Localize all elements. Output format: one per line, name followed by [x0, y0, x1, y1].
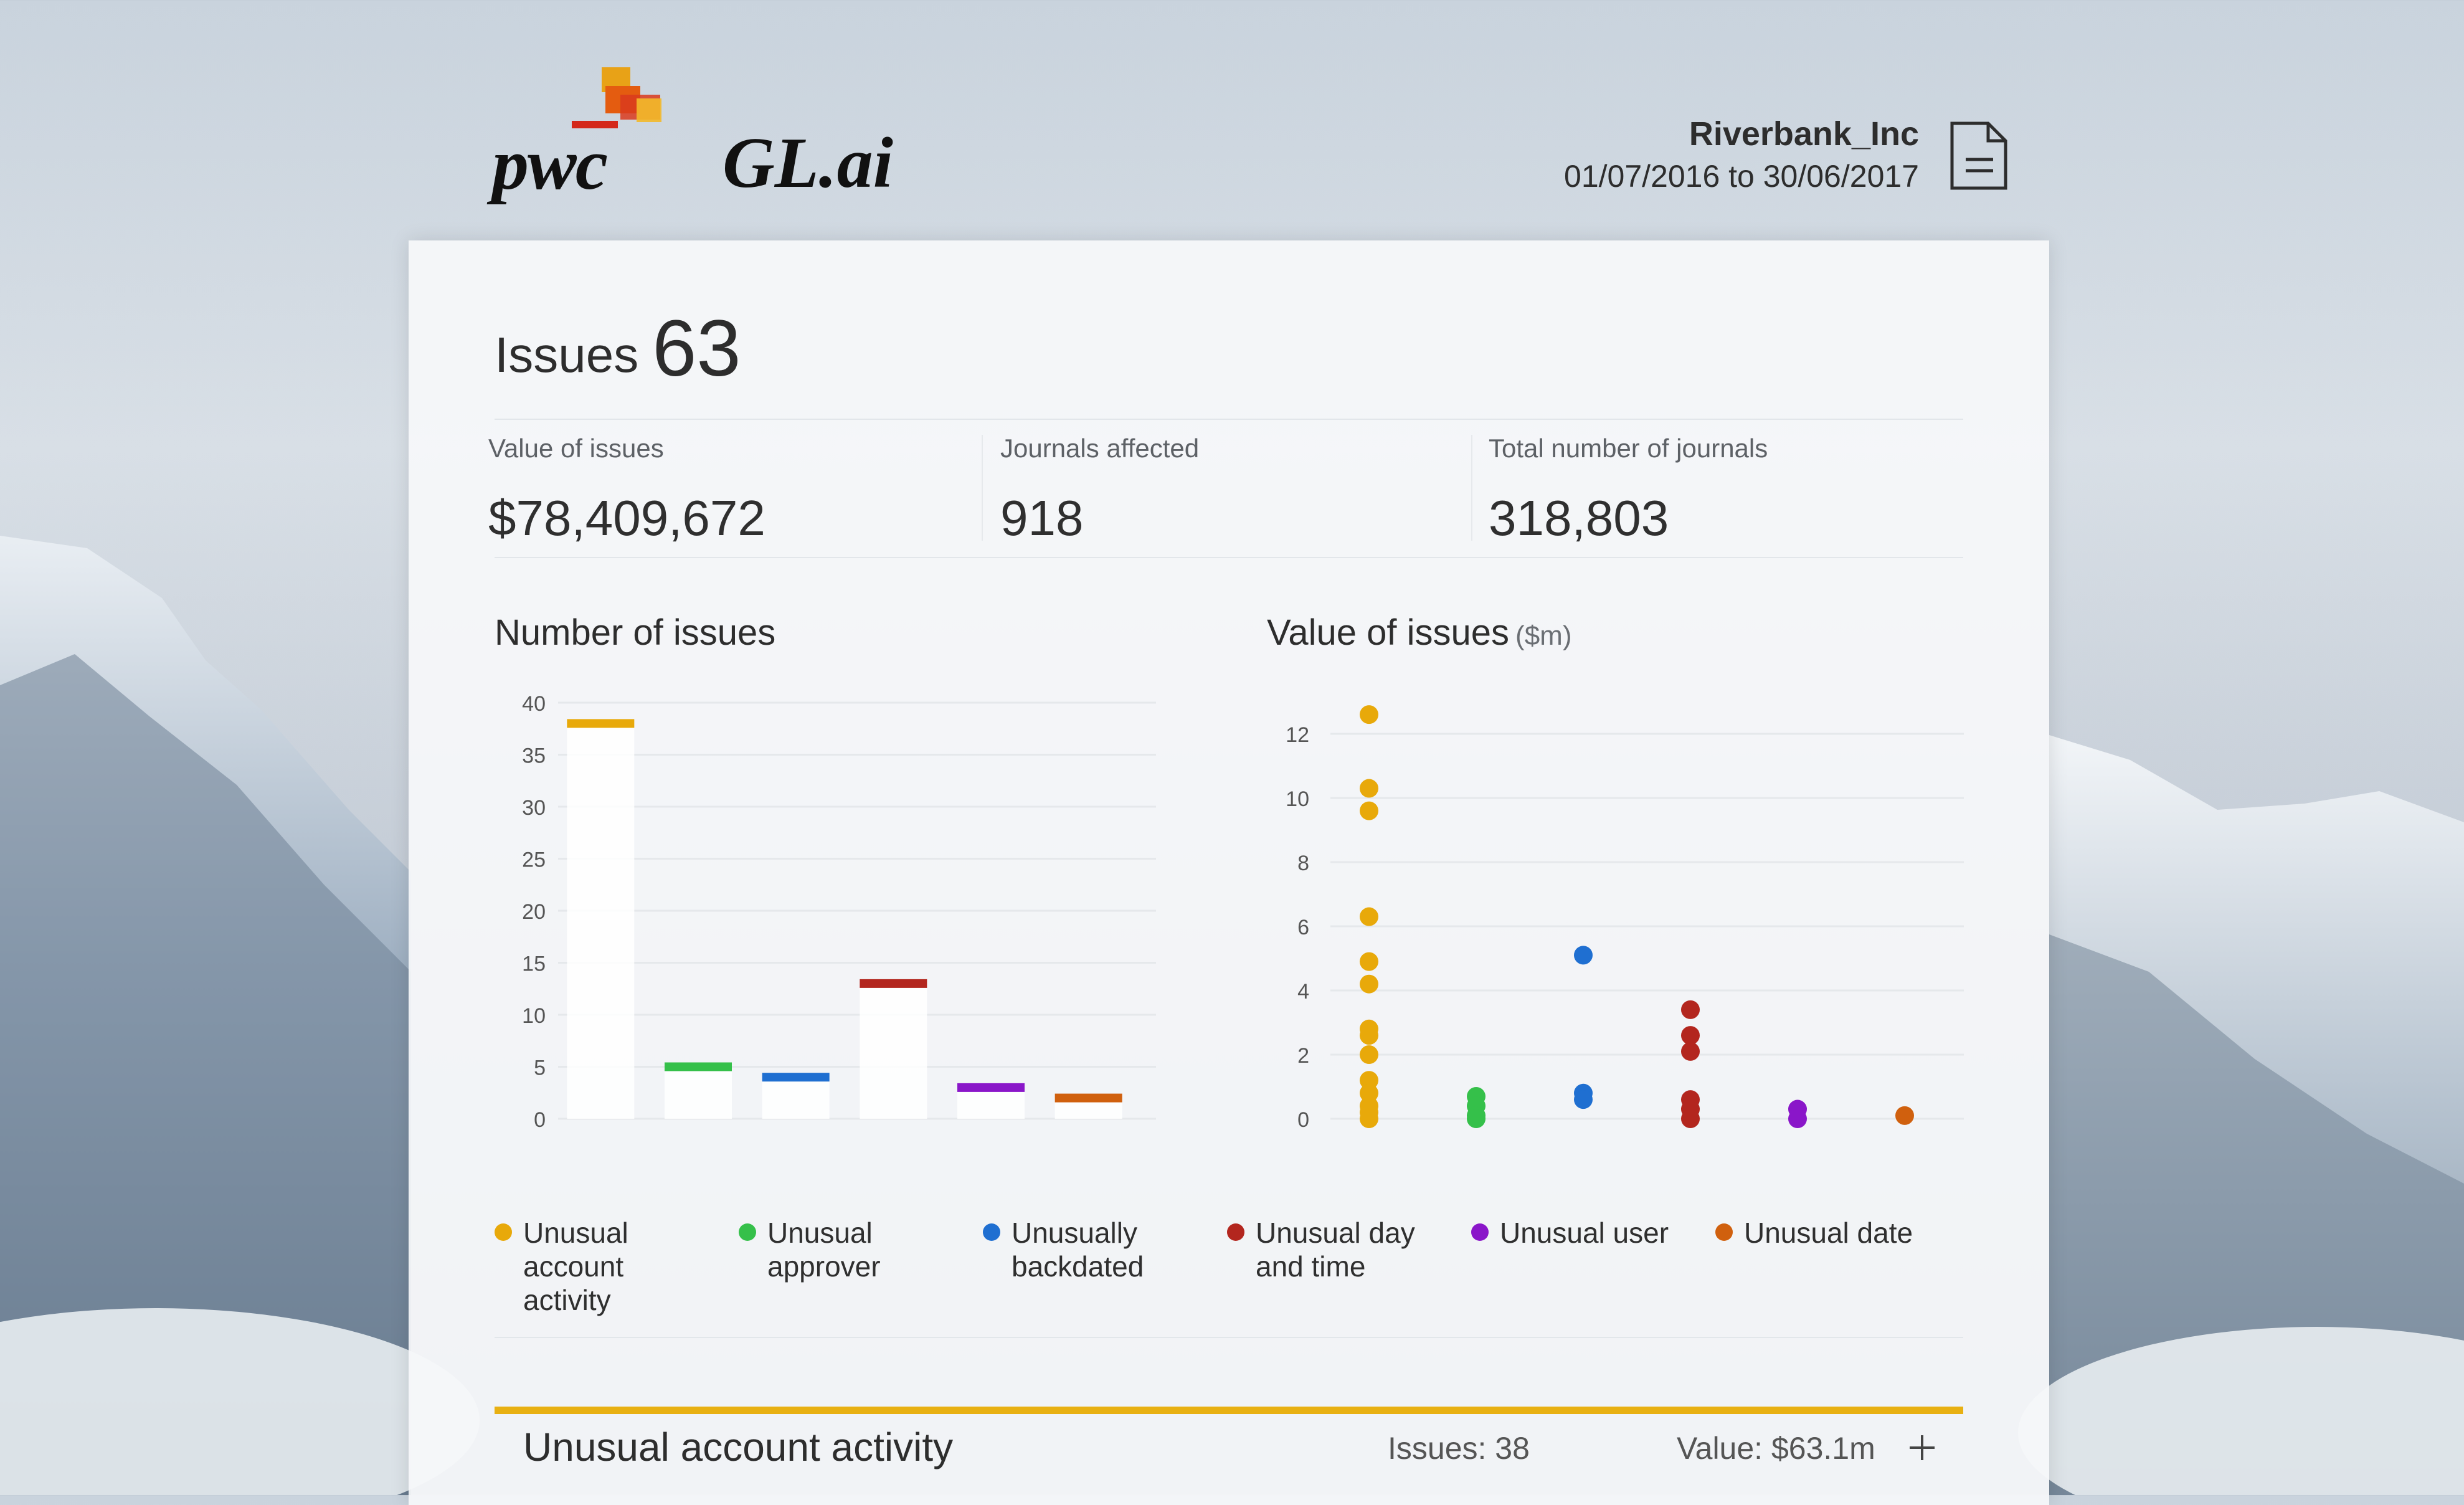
- plus-icon[interactable]: [1907, 1433, 1937, 1463]
- section-title[interactable]: Unusual account activity: [523, 1424, 953, 1470]
- stat-label-total-journals: Total number of journals: [1489, 434, 1768, 463]
- point-unusual-account-activity[interactable]: [1360, 908, 1378, 926]
- value-chart-title-text: Value of issues: [1267, 612, 1509, 653]
- point-unusual-account-activity[interactable]: [1360, 1026, 1378, 1045]
- y-tick-label: 6: [1297, 916, 1309, 939]
- brand-logo-text: pwc: [492, 122, 607, 207]
- stat-divider: [1471, 435, 1472, 541]
- point-unusual-day-and-time[interactable]: [1681, 1000, 1700, 1019]
- bar-unusual-day-and-time[interactable]: [860, 984, 927, 1119]
- bar-unusual-account-activity[interactable]: [567, 723, 634, 1119]
- bar-cap-unusual-account-activity: [567, 719, 634, 728]
- point-unusual-account-activity[interactable]: [1360, 1109, 1378, 1128]
- y-tick-label: 10: [522, 1004, 546, 1028]
- stat-total-journals: 318,803: [1489, 490, 1669, 547]
- bar-cap-unusual-user: [957, 1083, 1025, 1092]
- y-tick-label: 25: [522, 848, 546, 872]
- y-tick-label: 0: [1297, 1108, 1309, 1132]
- legend-dot-icon: [983, 1223, 1000, 1241]
- point-unusual-day-and-time[interactable]: [1681, 1042, 1700, 1061]
- y-tick-label: 0: [534, 1108, 546, 1132]
- point-unusual-date[interactable]: [1895, 1106, 1914, 1125]
- y-tick-label: 2: [1297, 1044, 1309, 1068]
- y-tick-label: 15: [522, 952, 546, 976]
- value-chart-title: Value of issues ($m): [1267, 612, 1571, 653]
- point-unusual-account-activity[interactable]: [1360, 1045, 1378, 1064]
- value-chart-unit: ($m): [1515, 620, 1571, 651]
- number-of-issues-chart: 0 5 10 15 20 25 30 35 40: [483, 689, 1187, 1150]
- point-unusual-user[interactable]: [1788, 1109, 1807, 1128]
- stat-journals-affected: 918: [1000, 490, 1083, 547]
- section-value: Value: $63.1m: [1677, 1430, 1875, 1466]
- legend-dot-icon: [1715, 1223, 1733, 1241]
- bar-cap-unusually-backdated: [762, 1073, 830, 1081]
- bar-cap-unusual-date: [1055, 1094, 1122, 1103]
- reporting-period: 01/07/2016 to 30/06/2017: [1564, 158, 1919, 194]
- issues-count: 63: [652, 304, 741, 393]
- legend-label: Unusual user: [1500, 1216, 1687, 1250]
- section-issue-count: Issues: 38: [1388, 1430, 1530, 1466]
- divider: [495, 1337, 1963, 1338]
- y-tick-label: 35: [522, 744, 546, 768]
- bar-unusual-approver[interactable]: [665, 1067, 732, 1119]
- legend-label: Unusually backdated: [1012, 1216, 1198, 1283]
- divider: [495, 557, 1963, 558]
- legend-label: Unusual day and time: [1256, 1216, 1443, 1283]
- document-icon[interactable]: [1950, 121, 2008, 191]
- y-tick-label: 5: [534, 1056, 546, 1080]
- point-unusual-account-activity[interactable]: [1360, 705, 1378, 724]
- y-tick-label: 10: [1286, 787, 1309, 811]
- stat-label-journals-affected: Journals affected: [1000, 434, 1199, 463]
- issues-card: Issues 63 Value of issues $78,409,672 Jou…: [409, 240, 2049, 1505]
- legend-label: Unusual account activity: [523, 1216, 710, 1317]
- point-unusual-account-activity[interactable]: [1360, 975, 1378, 994]
- issues-heading: Issues 63: [495, 299, 741, 391]
- value-of-issues-chart: 0 2 4 6 8 10 12: [1257, 677, 1973, 1150]
- legend-dot-icon: [495, 1223, 512, 1241]
- bar-cap-unusual-approver: [665, 1063, 732, 1071]
- y-tick-label: 30: [522, 796, 546, 820]
- legend-dot-icon: [1471, 1223, 1489, 1241]
- point-unusual-day-and-time[interactable]: [1681, 1026, 1700, 1045]
- y-tick-label: 40: [522, 692, 546, 716]
- issues-label: Issues: [495, 327, 638, 382]
- point-unusual-account-activity[interactable]: [1360, 952, 1378, 971]
- client-name: Riverbank_Inc: [1689, 115, 1919, 153]
- point-unusual-account-activity[interactable]: [1360, 779, 1378, 798]
- legend-label: Unusual date: [1744, 1216, 1931, 1250]
- point-unusually-backdated[interactable]: [1574, 946, 1593, 964]
- legend-dot-icon: [1227, 1223, 1244, 1241]
- legend-dot-icon: [739, 1223, 756, 1241]
- bar-unusually-backdated[interactable]: [762, 1077, 830, 1119]
- bar-unusual-user[interactable]: [957, 1088, 1025, 1119]
- bar-cap-unusual-day-and-time: [860, 979, 927, 988]
- app-name: GL.ai: [723, 122, 893, 205]
- header: pwc GL.ai Riverbank_Inc 01/07/2016 to 30…: [0, 0, 2464, 237]
- y-tick-label: 8: [1297, 852, 1309, 875]
- section-accent-bar: [495, 1407, 1963, 1414]
- y-tick-label: 20: [522, 900, 546, 924]
- divider: [495, 419, 1963, 420]
- stat-divider: [982, 435, 983, 541]
- stat-value-of-issues: $78,409,672: [488, 490, 765, 547]
- count-chart-title: Number of issues: [495, 612, 775, 653]
- legend-label: Unusual approver: [767, 1216, 954, 1283]
- point-unusual-day-and-time[interactable]: [1681, 1109, 1700, 1128]
- point-unusual-approver[interactable]: [1467, 1109, 1486, 1128]
- y-tick-label: 12: [1286, 723, 1309, 747]
- y-tick-label: 4: [1297, 980, 1309, 1004]
- point-unusually-backdated[interactable]: [1574, 1090, 1593, 1109]
- point-unusual-account-activity[interactable]: [1360, 802, 1378, 820]
- stat-label-value-of-issues: Value of issues: [488, 434, 664, 463]
